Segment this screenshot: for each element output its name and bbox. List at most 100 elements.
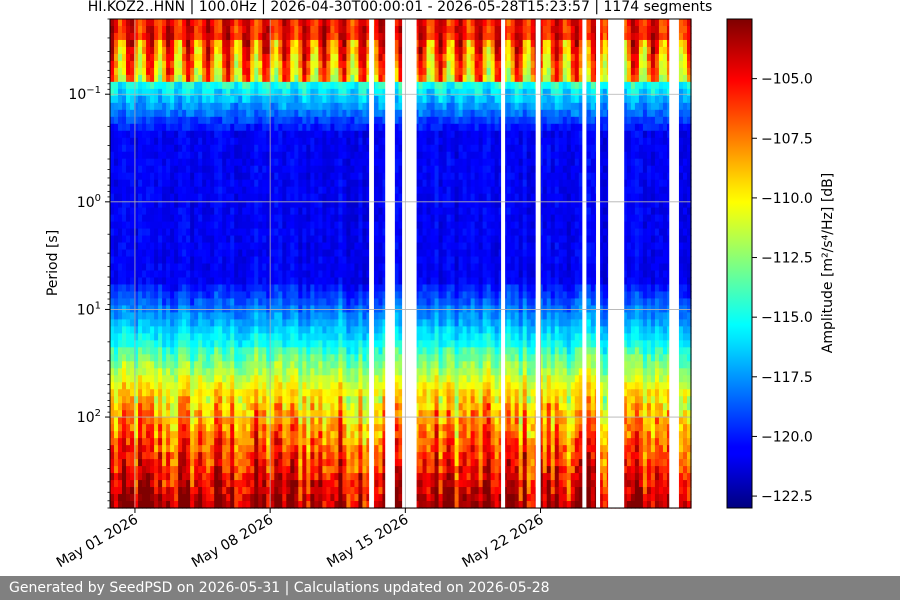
heatmap-cell (326, 123, 331, 132)
heatmap-cell (306, 361, 311, 369)
heatmap-cell (118, 277, 123, 286)
heatmap-cell (218, 333, 223, 341)
heatmap-cell (174, 354, 179, 362)
heatmap-cell (222, 249, 227, 258)
heatmap-cell (250, 291, 255, 300)
heatmap-cell (354, 312, 360, 320)
heatmap-cell (190, 354, 195, 362)
heatmap-cell (210, 494, 215, 502)
heatmap-cell (162, 326, 167, 334)
heatmap-cell (150, 67, 155, 76)
heatmap-cell (294, 151, 299, 160)
heatmap-cell (166, 417, 171, 425)
heatmap-cell (326, 186, 331, 195)
heatmap-cell (210, 410, 215, 418)
heatmap-cell (226, 494, 231, 502)
heatmap-cell (158, 109, 163, 118)
heatmap-cell (278, 53, 283, 62)
heatmap-cell (130, 494, 135, 502)
heatmap-cell (250, 242, 255, 251)
heatmap-cell (158, 284, 163, 293)
heatmap-cell (382, 256, 388, 265)
heatmap-cell (278, 235, 283, 244)
heatmap-cell (262, 361, 267, 369)
heatmap-cell (246, 102, 251, 111)
heatmap-cell (254, 249, 259, 258)
heatmap-cell (366, 326, 372, 334)
heatmap-cell (242, 81, 247, 90)
heatmap-cell (326, 494, 331, 502)
heatmap-cell (314, 60, 319, 69)
heatmap-cell (258, 19, 263, 27)
heatmap-cell (382, 501, 388, 509)
heatmap-cell (110, 333, 115, 341)
heatmap-cell (290, 172, 295, 181)
heatmap-cell (142, 137, 147, 146)
heatmap-cell (138, 361, 143, 369)
heatmap-cell (342, 102, 348, 111)
heatmap-cell (126, 389, 131, 397)
heatmap-cell (350, 361, 356, 369)
heatmap-cell (238, 123, 243, 132)
heatmap-cell (238, 109, 243, 118)
heatmap-cell (214, 424, 219, 432)
heatmap-cell (274, 214, 279, 223)
heatmap-cell (230, 354, 235, 362)
heatmap-cell (202, 438, 207, 446)
heatmap-cell (226, 130, 231, 139)
heatmap-cell (170, 165, 175, 174)
heatmap-cell (234, 466, 239, 474)
heatmap-cell (110, 207, 115, 216)
heatmap-cell (326, 46, 331, 55)
heatmap-cell (110, 291, 115, 300)
heatmap-cell (222, 403, 227, 411)
heatmap-cell (178, 270, 183, 279)
heatmap-cell (350, 214, 356, 223)
heatmap-cell (378, 403, 384, 411)
heatmap-cell (302, 389, 307, 397)
heatmap-cell (366, 46, 372, 55)
heatmap-cell (290, 445, 295, 453)
heatmap-cell (118, 445, 123, 453)
heatmap-cell (158, 256, 163, 265)
heatmap-cell (270, 487, 275, 495)
heatmap-cell (322, 340, 327, 348)
heatmap-cell (306, 60, 311, 69)
heatmap-cell (310, 480, 315, 488)
heatmap-cell (162, 396, 167, 404)
heatmap-cell (146, 256, 151, 265)
heatmap-cell (314, 228, 319, 237)
heatmap-cell (238, 438, 243, 446)
heatmap-cell (146, 277, 151, 286)
heatmap-cell (266, 123, 271, 132)
heatmap-cell (138, 333, 143, 341)
heatmap-cell (190, 19, 195, 27)
heatmap-cell (146, 417, 151, 425)
heatmap-cell (358, 410, 364, 418)
heatmap-cell (166, 193, 171, 202)
heatmap-cell (342, 88, 348, 97)
heatmap-cell (238, 95, 243, 104)
heatmap-cell (122, 277, 127, 286)
heatmap-cell (302, 200, 307, 209)
heatmap-cell (254, 151, 259, 160)
heatmap-cell (286, 179, 291, 188)
heatmap-cell (338, 165, 343, 174)
heatmap-cell (150, 60, 155, 69)
heatmap-cell (118, 410, 123, 418)
heatmap-cell (350, 46, 356, 55)
heatmap-cell (186, 403, 191, 411)
heatmap-cell (122, 249, 127, 258)
heatmap-cell (302, 410, 307, 418)
psd-spectrogram-figure: HI.KOZ2..HNN | 100.0Hz | 2026-04-30T00:0… (45, 0, 836, 571)
heatmap-cell (114, 214, 119, 223)
heatmap-cell (158, 270, 163, 279)
heatmap-cell (150, 109, 155, 118)
heatmap-cell (346, 431, 352, 439)
heatmap-cell (162, 53, 167, 62)
heatmap-cell (166, 165, 171, 174)
heatmap-cell (146, 368, 151, 376)
heatmap-cell (366, 158, 372, 167)
heatmap-cell (246, 165, 251, 174)
heatmap-cell (330, 438, 335, 446)
